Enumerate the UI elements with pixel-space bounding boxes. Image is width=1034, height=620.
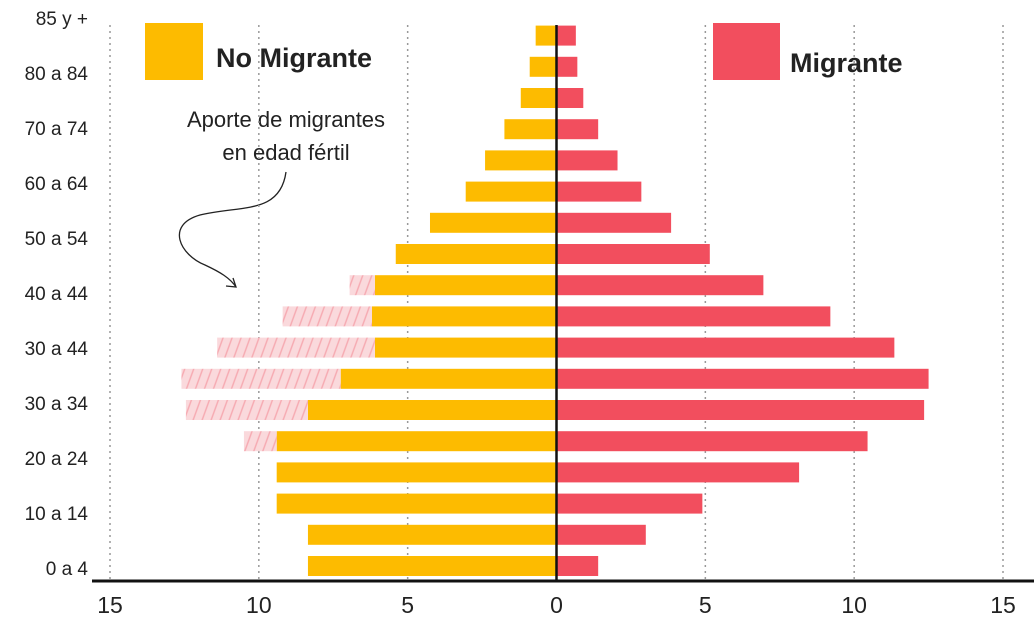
- bar: [485, 150, 557, 171]
- x-tick-label: 10: [246, 592, 272, 618]
- x-tick-label: 15: [990, 592, 1016, 618]
- annotation: Aporte de migrantes: [187, 107, 385, 132]
- bar: [556, 25, 576, 46]
- bar: [556, 88, 584, 108]
- bar: [185, 400, 308, 420]
- bar: [217, 337, 375, 358]
- bar: [276, 493, 557, 514]
- legend-label: No Migrante: [216, 43, 372, 73]
- y-tick-label: 40 a 44: [25, 284, 89, 305]
- bar: [556, 181, 642, 202]
- bar: [374, 337, 557, 358]
- bar: [556, 275, 764, 296]
- y-tick-label: 10 a 14: [25, 504, 89, 525]
- bar: [556, 368, 929, 389]
- bar: [529, 56, 557, 77]
- y-tick-label: 30 a 44: [25, 339, 89, 360]
- bar: [371, 306, 557, 327]
- bar: [556, 556, 599, 576]
- legend-swatch: [713, 23, 780, 80]
- x-tick-label: 10: [841, 592, 867, 618]
- bar: [504, 119, 557, 140]
- bar: [520, 88, 557, 108]
- y-tick-label: 70 a 74: [25, 119, 89, 140]
- bar: [556, 56, 578, 77]
- bar: [556, 212, 672, 233]
- y-tick-label: 60 a 64: [25, 174, 89, 195]
- x-tick-label: 15: [97, 592, 123, 618]
- bar: [465, 181, 557, 202]
- y-tick-label: 0 a 4: [46, 559, 89, 580]
- bar: [556, 306, 831, 327]
- annotation-arrowhead: [225, 277, 237, 288]
- bar: [535, 25, 557, 46]
- bar: [340, 368, 557, 389]
- y-tick-label: 85 y +: [36, 9, 88, 30]
- bar: [395, 244, 557, 264]
- legend-swatch: [145, 23, 203, 80]
- annotation-arrow: [178, 171, 287, 288]
- legend-label: Migrante: [790, 48, 903, 78]
- bar: [276, 431, 557, 452]
- bar: [556, 119, 599, 140]
- bar: [556, 431, 868, 452]
- bar: [276, 462, 557, 483]
- bar: [556, 400, 925, 420]
- bar: [556, 462, 800, 483]
- bar: [556, 524, 646, 545]
- bar: [307, 556, 557, 576]
- bar: [307, 524, 557, 545]
- annotation: en edad fértil: [222, 140, 349, 165]
- y-tick-label: 50 a 54: [25, 229, 89, 250]
- bar: [243, 431, 277, 452]
- bar: [556, 493, 703, 514]
- x-tick-label: 5: [699, 592, 712, 618]
- bar: [282, 306, 372, 327]
- bar: [556, 150, 618, 171]
- bar: [374, 275, 557, 296]
- x-tick-label: 0: [550, 592, 563, 618]
- bar: [349, 275, 375, 296]
- y-tick-label: 20 a 24: [25, 449, 89, 470]
- x-tick-label: 5: [401, 592, 414, 618]
- y-tick-label: 80 a 84: [25, 64, 89, 85]
- y-tick-label: 30 a 34: [25, 394, 89, 415]
- bar: [307, 400, 557, 420]
- bar: [429, 212, 557, 233]
- bar: [556, 244, 710, 264]
- bar: [556, 337, 895, 358]
- bar: [181, 368, 341, 389]
